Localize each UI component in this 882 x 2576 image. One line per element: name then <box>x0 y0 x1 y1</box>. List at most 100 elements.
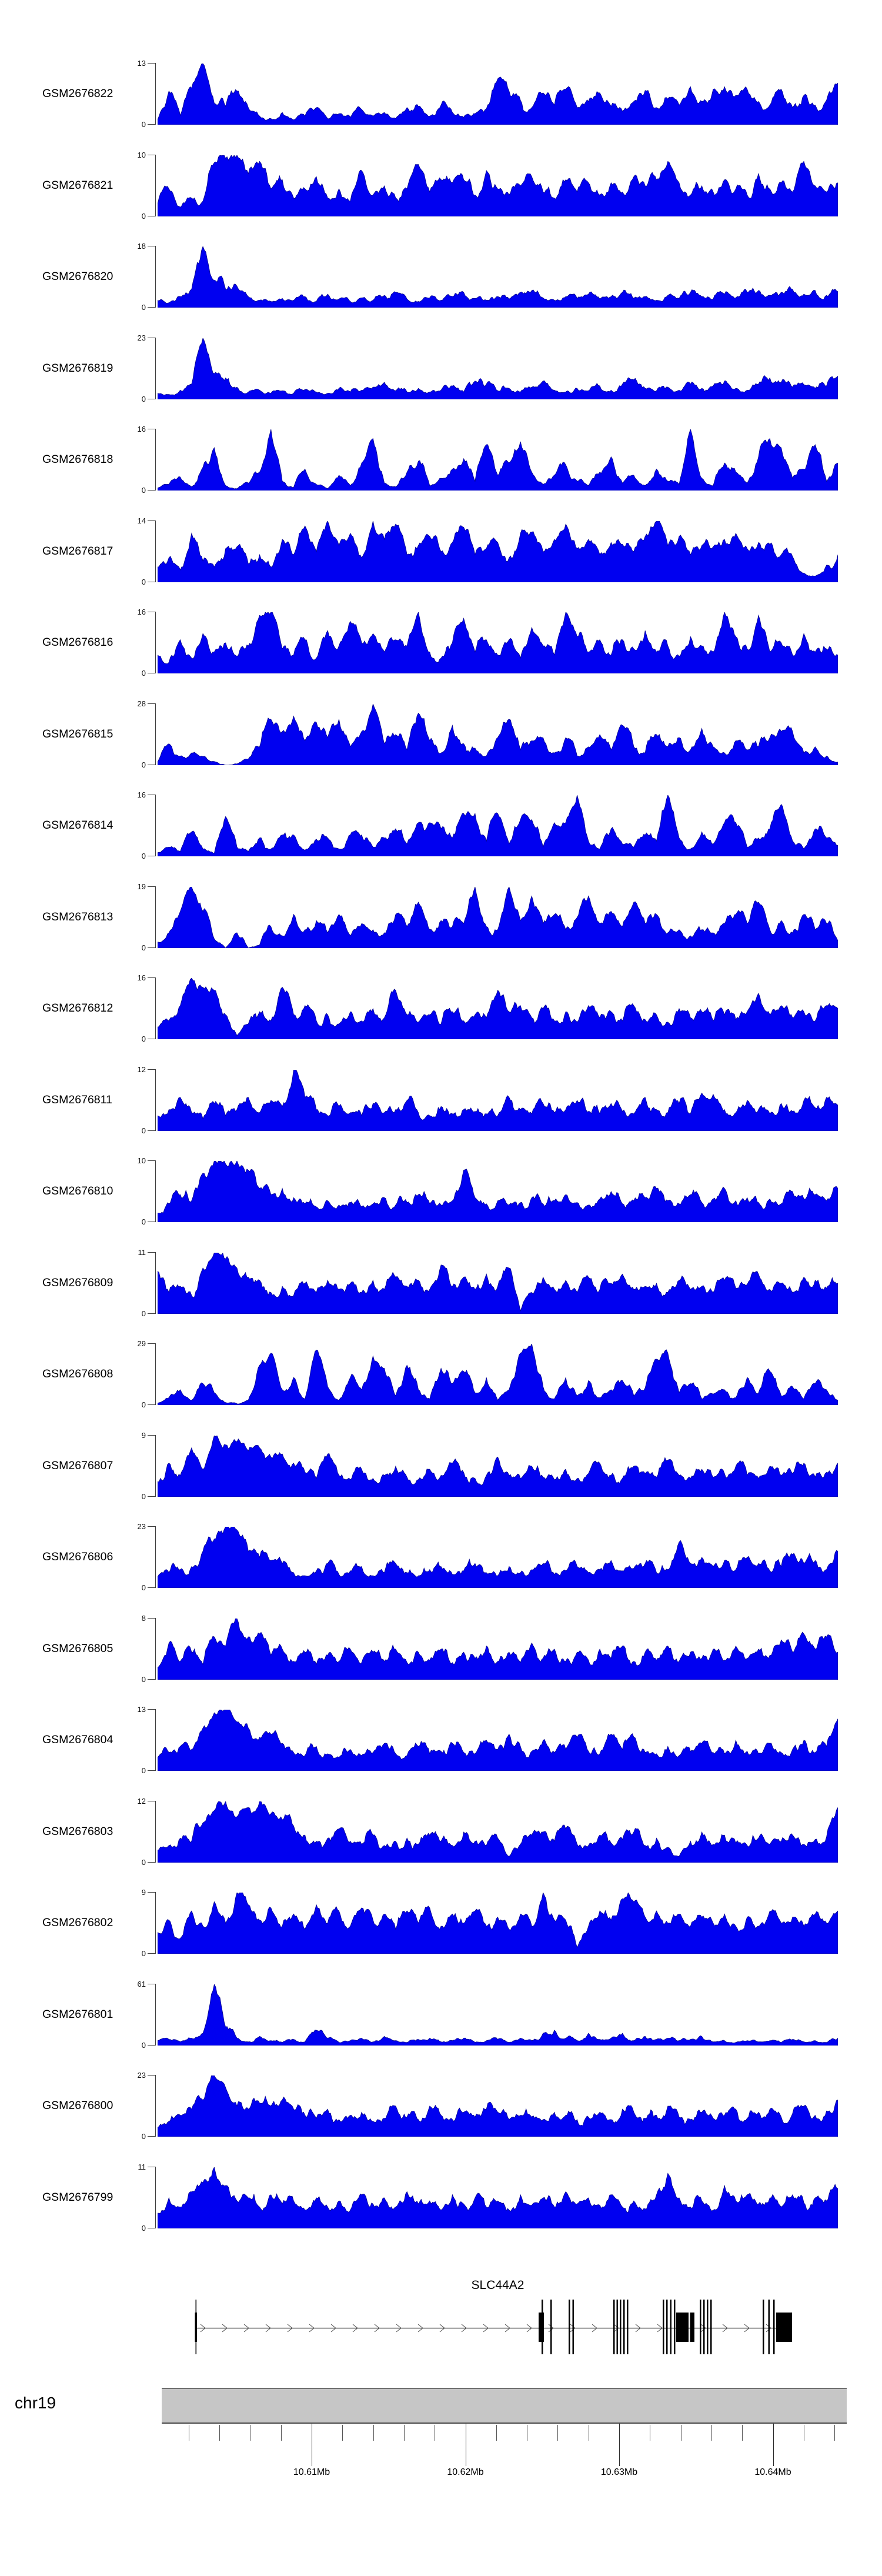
y-axis-bottom-tick <box>148 124 156 125</box>
y-axis-max-label: 16 <box>137 790 146 799</box>
y-axis-line <box>155 64 156 125</box>
signal-track: GSM2676810 10 0 <box>0 1157 882 1253</box>
strand-direction-arrow-icon <box>417 2324 423 2333</box>
y-axis-max-label: 10 <box>137 150 146 159</box>
exon-narrow <box>768 2300 770 2354</box>
y-axis-zero-label: 0 <box>141 1035 146 1043</box>
y-axis-bottom-tick <box>148 1587 156 1589</box>
minor-tick <box>342 2425 343 2441</box>
coverage-area <box>158 1527 838 1588</box>
y-axis-bottom-tick <box>148 1953 156 1954</box>
strand-direction-arrow-icon <box>722 2324 728 2333</box>
gene-model-diagram <box>195 2300 792 2354</box>
strand-direction-arrow-icon <box>613 2324 619 2333</box>
y-axis-bottom-tick <box>148 1130 156 1131</box>
signal-track: GSM2676801 61 0 <box>0 1980 882 2076</box>
exon-narrow <box>763 2300 764 2354</box>
coverage-area <box>158 155 838 216</box>
y-axis-top-tick <box>148 520 156 521</box>
strand-direction-arrow-icon <box>352 2324 358 2333</box>
signal-track: GSM2676819 23 0 <box>0 333 882 430</box>
coverage-area <box>158 703 838 765</box>
coverage-area <box>158 429 838 490</box>
y-axis-max-label: 13 <box>137 1705 146 1714</box>
strand-direction-arrow-icon <box>309 2324 315 2333</box>
strand-direction-arrow-icon <box>635 2324 641 2333</box>
exon-box <box>676 2313 689 2342</box>
y-axis-zero-label: 0 <box>141 577 146 586</box>
minor-tick <box>403 2425 405 2441</box>
y-axis-line <box>155 612 156 673</box>
y-axis-zero-label: 0 <box>141 1857 146 1867</box>
strand-direction-arrow-icon <box>700 2324 706 2333</box>
y-axis-top-tick <box>148 63 156 64</box>
y-axis-zero-label: 0 <box>141 211 146 221</box>
strand-direction-arrow-icon <box>526 2324 532 2333</box>
exon-narrow <box>670 2300 671 2354</box>
major-tick <box>619 2424 620 2466</box>
y-axis-max-label: 8 <box>141 1613 146 1623</box>
signal-track: GSM2676799 11 0 <box>0 2163 882 2259</box>
strand-direction-arrow-icon <box>287 2324 293 2333</box>
track-name-label: GSM2676810 <box>42 1184 113 1197</box>
coverage-area <box>158 246 838 308</box>
track-name-label: GSM2676814 <box>42 819 113 832</box>
y-axis-max-label: 16 <box>137 973 146 982</box>
y-axis-line <box>155 978 156 1039</box>
coordinate-label: 10.61Mb <box>293 2467 330 2477</box>
y-axis-line <box>155 1161 156 1222</box>
y-axis-zero-label: 0 <box>141 1949 146 1958</box>
exon-narrow <box>550 2300 552 2354</box>
chromosome-name-label: chr19 <box>15 2394 56 2412</box>
track-name-label: GSM2676811 <box>42 1093 112 1106</box>
minor-tick <box>373 2425 374 2441</box>
y-axis-max-label: 16 <box>137 608 146 616</box>
track-name-label: GSM2676821 <box>42 178 113 192</box>
gene-name-label: SLC44A2 <box>471 2278 524 2292</box>
y-axis-line <box>155 1984 156 2046</box>
coordinate-label: 10.63Mb <box>600 2467 638 2477</box>
y-axis-line <box>155 1344 156 1405</box>
strand-direction-arrow-icon <box>592 2324 597 2333</box>
strand-direction-arrow-icon <box>243 2324 249 2333</box>
y-axis-zero-label: 0 <box>141 1400 146 1409</box>
y-axis-zero-label: 0 <box>141 943 146 952</box>
track-name-label: GSM2676818 <box>42 453 113 466</box>
strand-direction-arrow-icon <box>222 2324 228 2333</box>
y-axis-zero-label: 0 <box>141 394 146 403</box>
signal-track: GSM2676821 10 0 <box>0 151 882 247</box>
exon-box <box>690 2313 694 2342</box>
y-axis-top-tick <box>148 1343 156 1344</box>
coverage-area <box>158 1710 838 1771</box>
y-axis-max-label: 18 <box>137 242 146 251</box>
y-axis-line <box>155 1801 156 1863</box>
signal-track: GSM2676822 13 0 <box>0 59 882 155</box>
track-name-label: GSM2676822 <box>42 87 113 100</box>
exon-narrow <box>616 2300 618 2354</box>
y-axis-bottom-tick <box>148 307 156 308</box>
y-axis-zero-label: 0 <box>141 120 146 129</box>
y-axis-zero-label: 0 <box>141 669 146 678</box>
y-axis-zero-label: 0 <box>141 760 146 769</box>
y-axis-zero-label: 0 <box>141 1674 146 1684</box>
exon-narrow <box>620 2300 622 2354</box>
exon-narrow <box>569 2300 570 2354</box>
coverage-area <box>158 612 838 673</box>
y-axis-top-tick <box>148 703 156 704</box>
signal-track: GSM2676815 28 0 <box>0 699 882 796</box>
track-name-label: GSM2676816 <box>42 636 113 649</box>
y-axis-line <box>155 703 156 765</box>
y-axis-bottom-tick <box>148 2044 156 2046</box>
exon-narrow <box>666 2300 668 2354</box>
y-axis-line <box>155 1618 156 1680</box>
y-axis-top-tick <box>148 1526 156 1527</box>
exon-narrow <box>700 2300 701 2354</box>
strand-direction-arrow-icon <box>330 2324 336 2333</box>
y-axis-line <box>155 155 156 216</box>
y-axis-line <box>155 338 156 399</box>
signal-track: GSM2676817 14 0 <box>0 516 882 613</box>
strand-direction-arrow-icon <box>505 2324 510 2333</box>
y-axis-top-tick <box>148 1892 156 1893</box>
exon-narrow <box>773 2300 775 2354</box>
y-axis-top-tick <box>148 2075 156 2076</box>
